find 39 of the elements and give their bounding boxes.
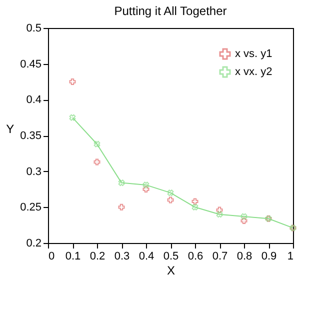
y-tick-label: 0.3: [26, 166, 42, 178]
legend-label: x vx. y2: [235, 66, 272, 78]
y-axis-title: Y: [6, 122, 14, 136]
legend-label: x vs. y1: [235, 48, 272, 60]
point: [142, 182, 150, 188]
y-tick-label: 0.2: [26, 238, 42, 250]
x-axis-title: X: [166, 264, 176, 278]
point: [142, 186, 150, 192]
x-tick-label: 0.3: [114, 250, 130, 262]
x-tick-label: 0.4: [138, 250, 154, 262]
point: [216, 211, 223, 218]
point: [167, 190, 174, 196]
point: [240, 218, 248, 224]
x-tick-label: 0.7: [212, 250, 228, 262]
y-tick-label: 0.45: [20, 58, 42, 70]
point: [118, 204, 125, 210]
point: [118, 180, 125, 186]
point: [94, 158, 100, 166]
point: [240, 213, 248, 220]
x-tick-label: 0.6: [188, 250, 204, 262]
point: [69, 114, 76, 121]
point: [192, 198, 198, 205]
chart-title: Putting it All Together: [114, 4, 227, 18]
y-tick-label: 0.4: [26, 94, 42, 106]
x-tick-label: 0.9: [261, 250, 277, 262]
point: [216, 206, 223, 214]
x-tick-label: 0: [48, 250, 55, 262]
x-tick-label: 0.2: [90, 250, 106, 262]
point: [94, 140, 100, 148]
point: [167, 196, 174, 204]
x-tick-label: 0.1: [65, 250, 81, 262]
x-tick-label: 0.5: [163, 250, 179, 262]
point: [69, 78, 76, 85]
y-tick-label: 0.5: [26, 22, 42, 34]
y-tick-label: 0.25: [20, 202, 42, 214]
x-tick-label: 0.8: [236, 250, 252, 262]
x-tick-label: 1: [287, 250, 294, 262]
point: [192, 204, 198, 210]
y-tick-label: 0.35: [20, 130, 42, 142]
